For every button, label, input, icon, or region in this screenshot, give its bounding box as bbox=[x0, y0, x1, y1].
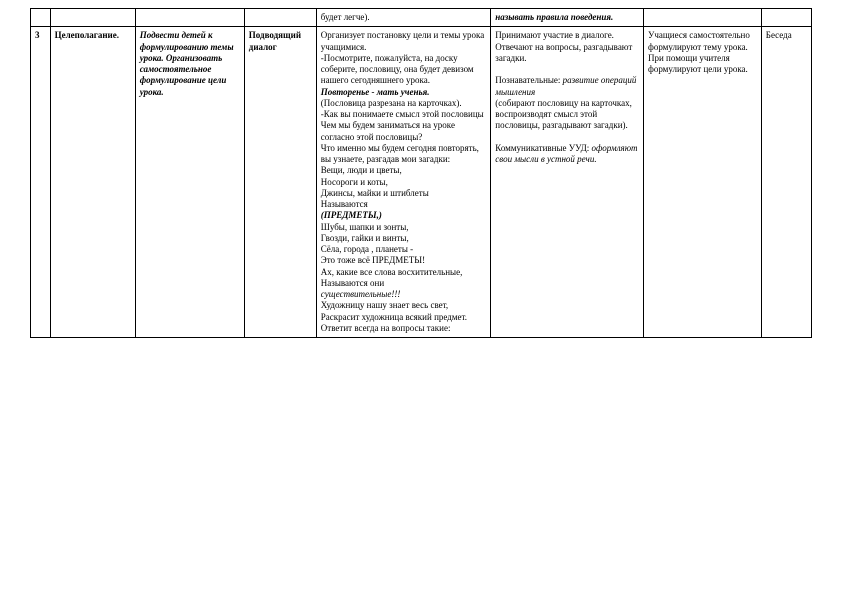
cell-method bbox=[244, 9, 316, 27]
cell-method: Подводящий диалог bbox=[244, 27, 316, 338]
cell-num: 3 bbox=[31, 27, 51, 338]
table-row: 3 Целеполагание. Подвести детей к формул… bbox=[31, 27, 812, 338]
cell-stage: Целеполагание. bbox=[50, 27, 135, 338]
cell-teacher: будет легче). bbox=[316, 9, 491, 27]
cell-students: Принимают участие в диалоге. Отвечают на… bbox=[491, 27, 644, 338]
table-row: будет легче). называть правила поведения… bbox=[31, 9, 812, 27]
cell-result: Учащиеся самостоятельно формулируют тему… bbox=[643, 27, 761, 338]
cell-task: Подвести детей к формулированию темы уро… bbox=[135, 27, 244, 338]
lesson-plan-table: будет легче). называть правила поведения… bbox=[30, 8, 812, 338]
cell-form: Беседа bbox=[761, 27, 811, 338]
cell-form bbox=[761, 9, 811, 27]
cell-students: называть правила поведения. bbox=[491, 9, 644, 27]
cell-num bbox=[31, 9, 51, 27]
cell-result bbox=[643, 9, 761, 27]
cell-stage bbox=[50, 9, 135, 27]
cell-task bbox=[135, 9, 244, 27]
cell-teacher: Организует постановку цели и темы урока … bbox=[316, 27, 491, 338]
